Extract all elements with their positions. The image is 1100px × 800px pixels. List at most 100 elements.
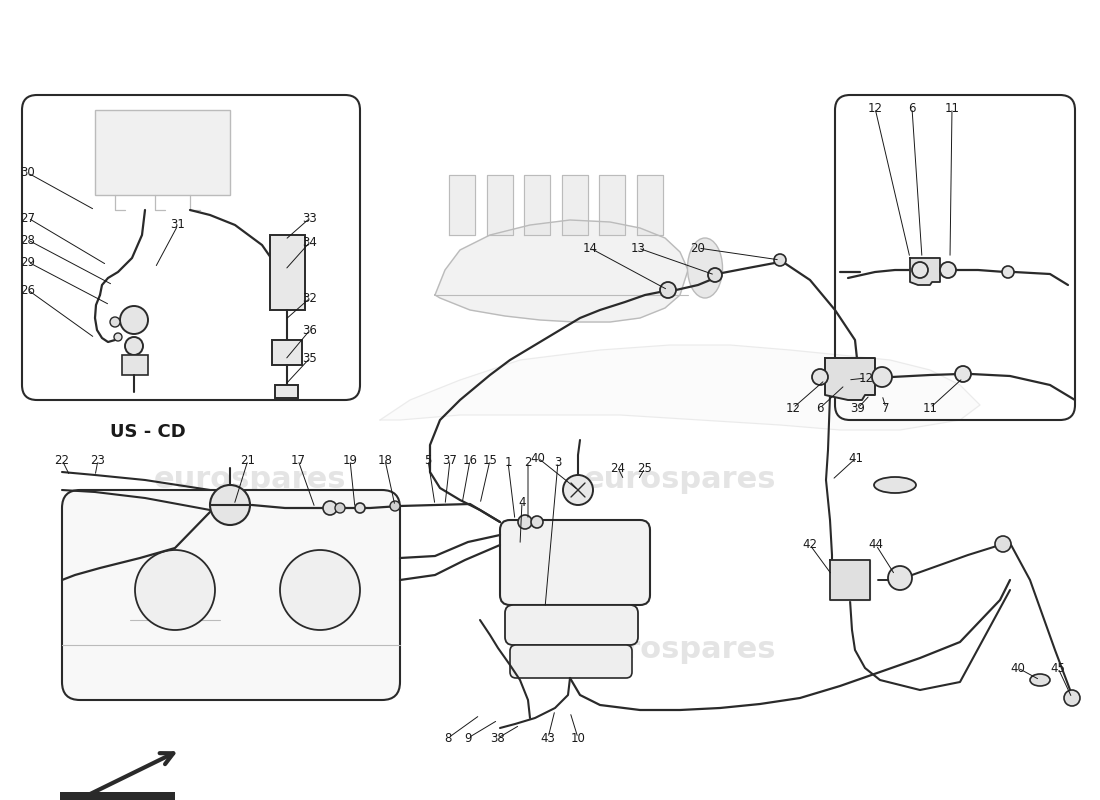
- Polygon shape: [449, 175, 475, 235]
- Text: 36: 36: [302, 323, 318, 337]
- Polygon shape: [379, 345, 980, 430]
- Polygon shape: [637, 175, 663, 235]
- Circle shape: [336, 503, 345, 513]
- Text: 12: 12: [785, 402, 801, 414]
- Circle shape: [135, 550, 214, 630]
- Circle shape: [114, 333, 122, 341]
- Text: 17: 17: [290, 454, 306, 466]
- Text: eurospares: eurospares: [584, 635, 777, 665]
- Text: 28: 28: [21, 234, 35, 246]
- Circle shape: [1064, 690, 1080, 706]
- Circle shape: [125, 337, 143, 355]
- Circle shape: [563, 475, 593, 505]
- Text: 43: 43: [540, 731, 556, 745]
- Text: 26: 26: [21, 283, 35, 297]
- Text: 32: 32: [302, 291, 318, 305]
- Circle shape: [355, 503, 365, 513]
- Text: eurospares: eurospares: [584, 466, 777, 494]
- Circle shape: [660, 282, 676, 298]
- Text: 20: 20: [691, 242, 705, 254]
- Text: 3: 3: [554, 455, 562, 469]
- Circle shape: [812, 369, 828, 385]
- Text: 21: 21: [241, 454, 255, 466]
- Ellipse shape: [688, 238, 723, 298]
- Text: 37: 37: [442, 454, 458, 466]
- Text: 2: 2: [525, 455, 531, 469]
- Circle shape: [955, 366, 971, 382]
- Text: 9: 9: [464, 731, 472, 745]
- Polygon shape: [600, 175, 626, 235]
- Circle shape: [940, 262, 956, 278]
- Polygon shape: [562, 175, 587, 235]
- Polygon shape: [825, 358, 874, 400]
- Text: 44: 44: [869, 538, 883, 551]
- Text: 27: 27: [21, 211, 35, 225]
- Circle shape: [280, 550, 360, 630]
- Text: 18: 18: [377, 454, 393, 466]
- Text: 23: 23: [90, 454, 106, 466]
- Circle shape: [518, 515, 532, 529]
- Text: 5: 5: [425, 454, 431, 466]
- Circle shape: [774, 254, 786, 266]
- Text: 24: 24: [610, 462, 626, 474]
- Text: 16: 16: [462, 454, 477, 466]
- Text: 12: 12: [858, 371, 873, 385]
- Bar: [275, 385, 298, 398]
- FancyBboxPatch shape: [510, 645, 632, 678]
- Text: 31: 31: [170, 218, 186, 231]
- Circle shape: [872, 367, 892, 387]
- Text: 34: 34: [302, 235, 318, 249]
- Circle shape: [708, 268, 722, 282]
- Text: 40: 40: [1011, 662, 1025, 674]
- Text: 42: 42: [803, 538, 817, 551]
- Text: 25: 25: [638, 462, 652, 474]
- Circle shape: [996, 536, 1011, 552]
- Text: 40: 40: [530, 451, 546, 465]
- Text: 7: 7: [882, 402, 890, 414]
- FancyBboxPatch shape: [62, 490, 400, 700]
- Text: 39: 39: [850, 402, 866, 414]
- Bar: [272, 340, 302, 365]
- Text: eurospares: eurospares: [154, 635, 346, 665]
- Text: 45: 45: [1050, 662, 1066, 674]
- Polygon shape: [830, 560, 870, 600]
- Bar: [95, 110, 230, 195]
- Text: 30: 30: [21, 166, 35, 179]
- Text: eurospares: eurospares: [154, 466, 346, 494]
- Ellipse shape: [874, 477, 916, 493]
- Bar: [60, 792, 175, 800]
- Text: 13: 13: [630, 242, 646, 254]
- Text: 33: 33: [302, 211, 318, 225]
- Text: US - CD: US - CD: [110, 423, 186, 441]
- Text: 11: 11: [923, 402, 937, 414]
- Circle shape: [888, 566, 912, 590]
- Polygon shape: [434, 220, 688, 322]
- Text: 41: 41: [848, 451, 864, 465]
- Text: 29: 29: [21, 255, 35, 269]
- Bar: [270, 235, 305, 310]
- FancyBboxPatch shape: [500, 520, 650, 605]
- Circle shape: [1002, 266, 1014, 278]
- Polygon shape: [525, 175, 550, 235]
- Circle shape: [120, 306, 148, 334]
- Circle shape: [531, 516, 543, 528]
- Text: 38: 38: [491, 731, 505, 745]
- Text: 11: 11: [945, 102, 959, 114]
- Text: 1: 1: [504, 455, 512, 469]
- FancyBboxPatch shape: [505, 605, 638, 645]
- Text: 15: 15: [483, 454, 497, 466]
- Ellipse shape: [1030, 674, 1050, 686]
- Text: 35: 35: [302, 351, 318, 365]
- Text: 14: 14: [583, 242, 597, 254]
- Text: 22: 22: [55, 454, 69, 466]
- Text: 4: 4: [518, 495, 526, 509]
- Circle shape: [210, 485, 250, 525]
- Text: 12: 12: [868, 102, 882, 114]
- Text: 6: 6: [909, 102, 915, 114]
- Bar: [122, 355, 149, 375]
- Polygon shape: [486, 175, 513, 235]
- Circle shape: [390, 501, 400, 511]
- Text: 8: 8: [444, 731, 452, 745]
- Polygon shape: [910, 258, 940, 285]
- Circle shape: [323, 501, 337, 515]
